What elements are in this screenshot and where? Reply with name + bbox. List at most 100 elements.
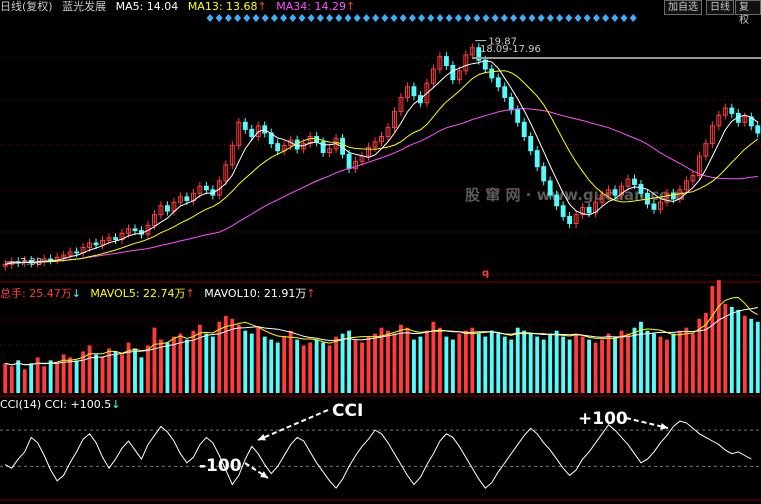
- candle-body: [164, 205, 170, 212]
- volume-bar: [476, 333, 481, 393]
- candle-body: [515, 109, 521, 123]
- signal-diamond: [546, 14, 554, 22]
- adjust-button[interactable]: 复权: [735, 0, 761, 26]
- volume-bar: [457, 333, 462, 393]
- volume-bar: [262, 336, 267, 393]
- volume-bar: [223, 315, 228, 393]
- candle-body: [696, 155, 702, 177]
- volume-bar: [600, 339, 605, 393]
- cci-header: CCI(14) CCI: +100.5↓: [0, 398, 120, 411]
- volume-bar: [593, 342, 598, 393]
- candle-body: [547, 180, 553, 196]
- volume-bar: [314, 339, 319, 393]
- volume-bar: [567, 339, 572, 393]
- candle-body: [301, 143, 307, 150]
- signal-diamond: [335, 14, 343, 22]
- signal-diamond: [316, 14, 324, 22]
- candle-body: [443, 56, 449, 66]
- signal-diamond: [381, 14, 389, 22]
- period-button[interactable]: 日线: [706, 0, 734, 15]
- volume-bar: [197, 324, 202, 393]
- candle-body: [132, 228, 138, 232]
- candle-body: [87, 242, 93, 248]
- candle-body: [203, 185, 209, 191]
- ma13-readout: MA13: 13.68: [187, 0, 258, 13]
- candle-body: [177, 196, 183, 203]
- signal-diamond: [519, 14, 527, 22]
- volume-bar: [379, 327, 384, 393]
- volume-bar: [522, 330, 527, 393]
- candle-body: [619, 185, 624, 196]
- volume-bar: [639, 321, 643, 393]
- volume-bar: [288, 330, 293, 393]
- add-watchlist-button[interactable]: 加自选: [664, 0, 702, 15]
- candle-body: [567, 215, 573, 225]
- cci-annotation-arrow-head: [258, 433, 266, 441]
- signal-diamond: [408, 14, 416, 22]
- ma5-readout: MA5: 14.04: [115, 0, 179, 13]
- signal-diamond: [464, 14, 472, 22]
- signal-diamond: [270, 14, 278, 22]
- candle-body: [469, 47, 475, 56]
- volume-bar: [632, 327, 637, 393]
- volume-bar: [81, 351, 86, 393]
- volume-bar: [87, 345, 92, 393]
- volume-bar: [736, 309, 741, 393]
- mavol10-arrow: ↑: [306, 287, 316, 300]
- candle-body: [709, 125, 715, 145]
- mavol10-readout: MAVOL10: 21.91万: [204, 287, 307, 300]
- volume-bar: [489, 330, 494, 393]
- signal-diamond: [344, 14, 352, 22]
- candle-body: [586, 207, 592, 214]
- signal-diamond: [482, 14, 490, 22]
- volume-bar: [74, 360, 79, 393]
- ma5-line: [5, 59, 759, 265]
- plus100-annotation-arrow-head: [660, 422, 668, 430]
- candle-body: [489, 68, 495, 79]
- volume-bar: [664, 339, 669, 393]
- volume-bar: [282, 336, 287, 393]
- cci-arrow: ↓: [111, 398, 121, 411]
- volume-bar: [703, 312, 708, 393]
- volume-bar: [613, 336, 617, 393]
- signal-diamond: [298, 14, 306, 22]
- volume-bar: [509, 339, 514, 393]
- volume-bar: [386, 330, 390, 393]
- signal-diamond: [537, 14, 545, 22]
- volume-bar: [554, 330, 559, 393]
- volume-bar: [690, 333, 695, 393]
- volume-bar: [697, 318, 702, 393]
- volume-bar: [48, 360, 53, 393]
- volume-bar: [587, 339, 592, 393]
- volume-bar: [424, 330, 429, 393]
- candle-body: [573, 214, 579, 225]
- volume-bar: [437, 327, 442, 393]
- signal-diamond: [280, 14, 288, 22]
- candle-body: [74, 251, 80, 254]
- volume-bar: [684, 327, 689, 393]
- volume-bar: [418, 336, 423, 393]
- candle-body: [534, 150, 540, 168]
- volume-bar: [3, 363, 8, 393]
- volume-bar: [463, 330, 468, 393]
- candle-body: [288, 139, 294, 146]
- volume-bar: [729, 306, 734, 393]
- candle-body: [703, 143, 709, 157]
- volume-bar: [470, 327, 475, 393]
- volume-bar: [217, 321, 222, 393]
- candle-body: [93, 242, 99, 246]
- volume-bar: [191, 330, 196, 393]
- mavol5-readout: MAVOL5: 22.74万: [90, 287, 186, 300]
- volume-bar: [561, 336, 566, 393]
- volume-bar: [55, 363, 60, 393]
- mavol5-arrow: ↑: [185, 287, 195, 300]
- candle-body: [560, 205, 566, 217]
- candle-body: [541, 166, 547, 182]
- volume-bar: [171, 336, 176, 393]
- volume-bar: [340, 333, 345, 393]
- signal-diamond: [399, 14, 407, 22]
- volume-bar: [126, 342, 131, 393]
- volume-bar: [295, 339, 300, 393]
- candle-body: [476, 47, 482, 61]
- signal-diamond: [372, 14, 380, 22]
